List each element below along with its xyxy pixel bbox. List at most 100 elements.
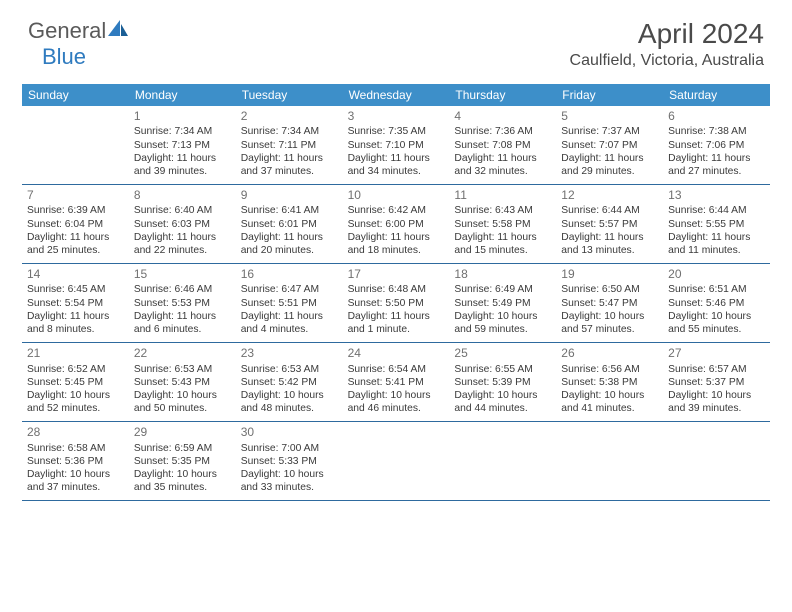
sunrise-line: Sunrise: 6:44 AM bbox=[668, 204, 765, 217]
sunrise-line: Sunrise: 6:56 AM bbox=[561, 363, 658, 376]
sunrise-line: Sunrise: 7:34 AM bbox=[134, 125, 231, 138]
logo-text: General Blue bbox=[28, 18, 132, 70]
weeks-container: 1Sunrise: 7:34 AMSunset: 7:13 PMDaylight… bbox=[22, 106, 770, 501]
day-cell: 14Sunrise: 6:45 AMSunset: 5:54 PMDayligh… bbox=[22, 264, 129, 342]
page-title: April 2024 bbox=[570, 18, 764, 50]
sunrise-line: Sunrise: 6:40 AM bbox=[134, 204, 231, 217]
calendar: SundayMondayTuesdayWednesdayThursdayFrid… bbox=[22, 84, 770, 501]
dow-cell: Saturday bbox=[663, 84, 770, 106]
day-number: 29 bbox=[134, 425, 231, 440]
daylight-line: Daylight: 11 hours and 22 minutes. bbox=[134, 231, 231, 257]
sunset-line: Sunset: 6:04 PM bbox=[27, 218, 124, 231]
sunset-line: Sunset: 5:45 PM bbox=[27, 376, 124, 389]
daylight-line: Daylight: 11 hours and 25 minutes. bbox=[27, 231, 124, 257]
daylight-line: Daylight: 11 hours and 20 minutes. bbox=[241, 231, 338, 257]
day-number: 28 bbox=[27, 425, 124, 440]
week-row: 14Sunrise: 6:45 AMSunset: 5:54 PMDayligh… bbox=[22, 264, 770, 343]
sunrise-line: Sunrise: 6:39 AM bbox=[27, 204, 124, 217]
sunset-line: Sunset: 5:35 PM bbox=[134, 455, 231, 468]
daylight-line: Daylight: 11 hours and 37 minutes. bbox=[241, 152, 338, 178]
sunrise-line: Sunrise: 7:37 AM bbox=[561, 125, 658, 138]
day-number: 5 bbox=[561, 109, 658, 124]
day-cell: 10Sunrise: 6:42 AMSunset: 6:00 PMDayligh… bbox=[343, 185, 450, 263]
day-cell: 2Sunrise: 7:34 AMSunset: 7:11 PMDaylight… bbox=[236, 106, 343, 184]
sunset-line: Sunset: 5:36 PM bbox=[27, 455, 124, 468]
week-row: 7Sunrise: 6:39 AMSunset: 6:04 PMDaylight… bbox=[22, 185, 770, 264]
day-number: 25 bbox=[454, 346, 551, 361]
sunrise-line: Sunrise: 6:54 AM bbox=[348, 363, 445, 376]
day-number: 7 bbox=[27, 188, 124, 203]
day-number: 1 bbox=[134, 109, 231, 124]
week-row: 28Sunrise: 6:58 AMSunset: 5:36 PMDayligh… bbox=[22, 422, 770, 501]
week-row: 21Sunrise: 6:52 AMSunset: 5:45 PMDayligh… bbox=[22, 343, 770, 422]
day-number: 24 bbox=[348, 346, 445, 361]
sunset-line: Sunset: 5:49 PM bbox=[454, 297, 551, 310]
day-cell: 26Sunrise: 6:56 AMSunset: 5:38 PMDayligh… bbox=[556, 343, 663, 421]
day-number: 10 bbox=[348, 188, 445, 203]
day-cell: 6Sunrise: 7:38 AMSunset: 7:06 PMDaylight… bbox=[663, 106, 770, 184]
daylight-line: Daylight: 11 hours and 39 minutes. bbox=[134, 152, 231, 178]
day-number: 17 bbox=[348, 267, 445, 282]
day-cell: 24Sunrise: 6:54 AMSunset: 5:41 PMDayligh… bbox=[343, 343, 450, 421]
day-cell: 27Sunrise: 6:57 AMSunset: 5:37 PMDayligh… bbox=[663, 343, 770, 421]
dow-cell: Wednesday bbox=[343, 84, 450, 106]
day-number: 13 bbox=[668, 188, 765, 203]
dow-cell: Monday bbox=[129, 84, 236, 106]
daylight-line: Daylight: 10 hours and 50 minutes. bbox=[134, 389, 231, 415]
sunrise-line: Sunrise: 6:55 AM bbox=[454, 363, 551, 376]
day-cell: 29Sunrise: 6:59 AMSunset: 5:35 PMDayligh… bbox=[129, 422, 236, 500]
daylight-line: Daylight: 10 hours and 57 minutes. bbox=[561, 310, 658, 336]
day-number: 27 bbox=[668, 346, 765, 361]
logo-word-blue: Blue bbox=[42, 44, 86, 69]
sunrise-line: Sunrise: 6:57 AM bbox=[668, 363, 765, 376]
day-cell: 15Sunrise: 6:46 AMSunset: 5:53 PMDayligh… bbox=[129, 264, 236, 342]
day-cell bbox=[22, 106, 129, 184]
day-cell: 8Sunrise: 6:40 AMSunset: 6:03 PMDaylight… bbox=[129, 185, 236, 263]
sunset-line: Sunset: 5:39 PM bbox=[454, 376, 551, 389]
sunset-line: Sunset: 5:46 PM bbox=[668, 297, 765, 310]
day-number: 30 bbox=[241, 425, 338, 440]
sunset-line: Sunset: 5:51 PM bbox=[241, 297, 338, 310]
day-number: 12 bbox=[561, 188, 658, 203]
day-cell: 11Sunrise: 6:43 AMSunset: 5:58 PMDayligh… bbox=[449, 185, 556, 263]
daylight-line: Daylight: 10 hours and 39 minutes. bbox=[668, 389, 765, 415]
day-cell: 5Sunrise: 7:37 AMSunset: 7:07 PMDaylight… bbox=[556, 106, 663, 184]
logo-sail-icon bbox=[106, 18, 132, 43]
daylight-line: Daylight: 10 hours and 35 minutes. bbox=[134, 468, 231, 494]
logo-word-general: General bbox=[28, 18, 106, 43]
day-number: 15 bbox=[134, 267, 231, 282]
day-of-week-header: SundayMondayTuesdayWednesdayThursdayFrid… bbox=[22, 84, 770, 106]
day-cell: 4Sunrise: 7:36 AMSunset: 7:08 PMDaylight… bbox=[449, 106, 556, 184]
sunrise-line: Sunrise: 6:51 AM bbox=[668, 283, 765, 296]
sunset-line: Sunset: 7:13 PM bbox=[134, 139, 231, 152]
sunrise-line: Sunrise: 6:53 AM bbox=[134, 363, 231, 376]
sunrise-line: Sunrise: 6:45 AM bbox=[27, 283, 124, 296]
sunrise-line: Sunrise: 6:48 AM bbox=[348, 283, 445, 296]
day-number: 4 bbox=[454, 109, 551, 124]
day-cell: 3Sunrise: 7:35 AMSunset: 7:10 PMDaylight… bbox=[343, 106, 450, 184]
sunset-line: Sunset: 6:03 PM bbox=[134, 218, 231, 231]
daylight-line: Daylight: 11 hours and 32 minutes. bbox=[454, 152, 551, 178]
daylight-line: Daylight: 10 hours and 48 minutes. bbox=[241, 389, 338, 415]
sunset-line: Sunset: 5:54 PM bbox=[27, 297, 124, 310]
sunset-line: Sunset: 5:53 PM bbox=[134, 297, 231, 310]
sunrise-line: Sunrise: 6:47 AM bbox=[241, 283, 338, 296]
daylight-line: Daylight: 11 hours and 13 minutes. bbox=[561, 231, 658, 257]
day-number: 18 bbox=[454, 267, 551, 282]
sunset-line: Sunset: 5:57 PM bbox=[561, 218, 658, 231]
daylight-line: Daylight: 11 hours and 4 minutes. bbox=[241, 310, 338, 336]
daylight-line: Daylight: 11 hours and 18 minutes. bbox=[348, 231, 445, 257]
dow-cell: Tuesday bbox=[236, 84, 343, 106]
daylight-line: Daylight: 11 hours and 11 minutes. bbox=[668, 231, 765, 257]
sunrise-line: Sunrise: 7:38 AM bbox=[668, 125, 765, 138]
day-cell: 21Sunrise: 6:52 AMSunset: 5:45 PMDayligh… bbox=[22, 343, 129, 421]
day-cell: 1Sunrise: 7:34 AMSunset: 7:13 PMDaylight… bbox=[129, 106, 236, 184]
day-number: 26 bbox=[561, 346, 658, 361]
day-number: 19 bbox=[561, 267, 658, 282]
location-label: Caulfield, Victoria, Australia bbox=[570, 52, 764, 70]
sunrise-line: Sunrise: 6:49 AM bbox=[454, 283, 551, 296]
dow-cell: Thursday bbox=[449, 84, 556, 106]
day-cell: 17Sunrise: 6:48 AMSunset: 5:50 PMDayligh… bbox=[343, 264, 450, 342]
day-cell bbox=[343, 422, 450, 500]
page-header: General Blue April 2024 Caulfield, Victo… bbox=[0, 0, 792, 76]
